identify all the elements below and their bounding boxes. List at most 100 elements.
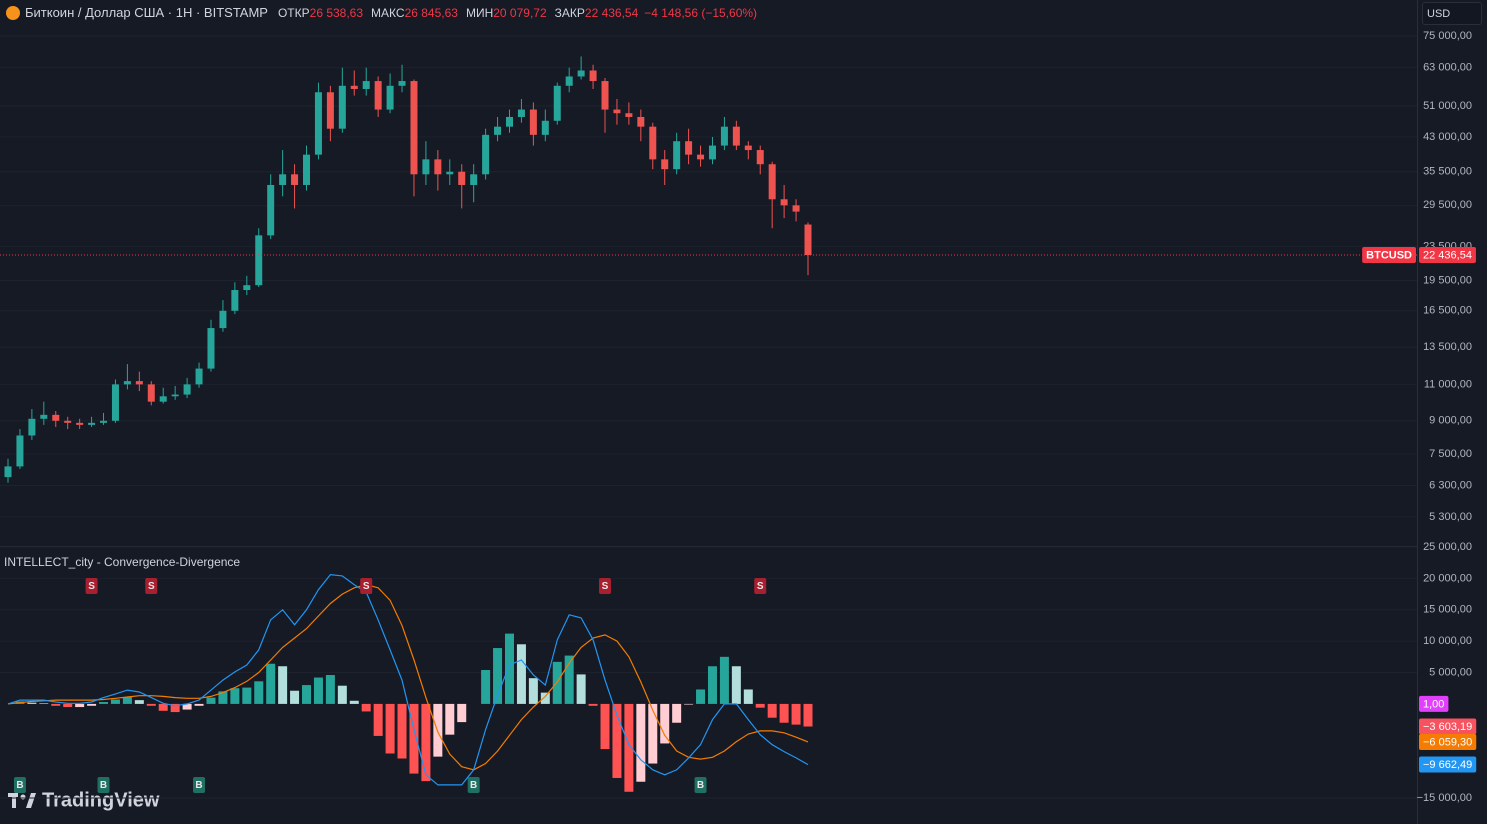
histogram-bar xyxy=(361,703,371,712)
histogram-bar xyxy=(636,703,646,782)
signal-box xyxy=(13,777,26,793)
logo xyxy=(8,793,36,808)
currency-button[interactable]: USD xyxy=(1422,2,1482,25)
close-value: 22 436,54 xyxy=(584,5,639,20)
candle-body xyxy=(577,70,585,77)
symbol: Биткоин / Доллар США · 1H · BITSTAMP xyxy=(25,5,268,20)
histogram-bar xyxy=(672,703,682,723)
candle-body xyxy=(88,422,96,425)
watermark: TradingView xyxy=(42,789,160,811)
histogram-bar xyxy=(51,703,61,706)
signal-box xyxy=(694,777,707,793)
symbol-label-box xyxy=(1362,247,1416,264)
signal-text: B xyxy=(697,780,704,791)
axis-value-label-box xyxy=(1419,718,1477,735)
y-tick-label: 35 500,00 xyxy=(1423,166,1472,178)
axis-value-label: 1,00 xyxy=(1419,695,1449,712)
candle-body xyxy=(111,384,119,421)
candle-body xyxy=(458,171,466,185)
signal-text: B xyxy=(100,780,107,791)
histogram-bar xyxy=(39,703,49,704)
histogram-bar xyxy=(409,703,419,774)
candle-body xyxy=(637,116,645,127)
candle-body xyxy=(553,85,561,121)
histogram-bar xyxy=(337,685,347,704)
high-value: 26 845,63 xyxy=(404,5,458,20)
candle-body xyxy=(732,126,740,146)
histogram-bar xyxy=(612,703,622,778)
low-label: МИН xyxy=(465,5,494,20)
axis-value-label-text: 1,00 xyxy=(1423,698,1444,710)
histogram-bar xyxy=(755,703,765,708)
candle-body xyxy=(625,113,633,117)
candle-body xyxy=(494,126,502,135)
candle-body xyxy=(541,120,549,135)
close-label: ЗАКР xyxy=(554,5,585,20)
y-tick-label: 51 000,00 xyxy=(1423,100,1472,112)
candle-body xyxy=(291,174,299,185)
candle-body xyxy=(649,126,657,160)
histogram-bar xyxy=(99,702,109,704)
histogram-bar xyxy=(182,703,192,710)
histogram-bar xyxy=(528,678,538,704)
signal-box xyxy=(85,578,98,594)
signal-text: S xyxy=(602,581,609,592)
y-tick-label: 20 000,00 xyxy=(1423,572,1472,584)
histogram-bar xyxy=(803,703,813,727)
histogram-bar xyxy=(373,703,383,736)
signal-marker: S xyxy=(145,578,158,594)
candle-body xyxy=(410,81,418,175)
signal-marker: B xyxy=(13,777,26,793)
candle-body xyxy=(756,150,764,165)
candle-body xyxy=(147,384,155,402)
y-tick-label: 43 000,00 xyxy=(1423,131,1472,143)
y-tick-label: 25 000,00 xyxy=(1423,541,1472,553)
histogram-bar xyxy=(719,656,729,704)
candle-body xyxy=(159,396,167,402)
candle-body xyxy=(219,310,227,329)
signal-line xyxy=(7,584,809,771)
y-tick-label: 7 500,00 xyxy=(1429,448,1472,460)
histogram-bar xyxy=(779,703,789,723)
histogram-bar xyxy=(110,699,120,704)
histogram-bar xyxy=(75,703,85,708)
signal-box xyxy=(754,578,767,594)
last-price-label: 22 436,54 xyxy=(1419,247,1476,264)
y-tick-label: 15 000,00 xyxy=(1423,604,1472,616)
histogram-bar xyxy=(170,703,180,713)
y-tick-label: 75 000,00 xyxy=(1423,30,1472,42)
candle-body xyxy=(685,141,693,155)
candle-body xyxy=(422,159,430,175)
signal-text: S xyxy=(148,581,155,592)
candle-body xyxy=(279,174,287,185)
y-tick-label: −15 000,00 xyxy=(1417,792,1472,804)
last-price-label-box xyxy=(1419,247,1476,264)
low-value: 20 079,72 xyxy=(493,5,547,20)
candle-body xyxy=(601,81,609,110)
candle-body xyxy=(231,290,239,311)
candle-body xyxy=(673,141,681,170)
signal-text: S xyxy=(757,581,764,592)
y-tick-label: 29 500,00 xyxy=(1423,199,1472,211)
histogram-bar xyxy=(684,703,694,705)
axis-value-label: −3 603,19 xyxy=(1419,718,1477,735)
candle-body xyxy=(303,154,311,185)
histogram-bar xyxy=(349,700,359,704)
y-tick-label: 6 300,00 xyxy=(1429,479,1472,491)
histogram-bar xyxy=(767,703,777,718)
signal-marker: S xyxy=(754,578,767,594)
candle-body xyxy=(100,420,108,423)
histogram-bar xyxy=(290,690,300,704)
histogram-bar xyxy=(242,687,252,704)
histogram-bar xyxy=(194,703,204,706)
histogram-bar xyxy=(206,697,216,704)
signal-marker: B xyxy=(193,777,206,793)
histogram-bar xyxy=(158,703,168,711)
signal-text: S xyxy=(88,581,95,592)
signal-text: B xyxy=(16,780,23,791)
candle-body xyxy=(720,126,728,146)
candle-body xyxy=(708,145,716,160)
candle-body xyxy=(255,235,263,286)
candle-body xyxy=(171,394,179,397)
